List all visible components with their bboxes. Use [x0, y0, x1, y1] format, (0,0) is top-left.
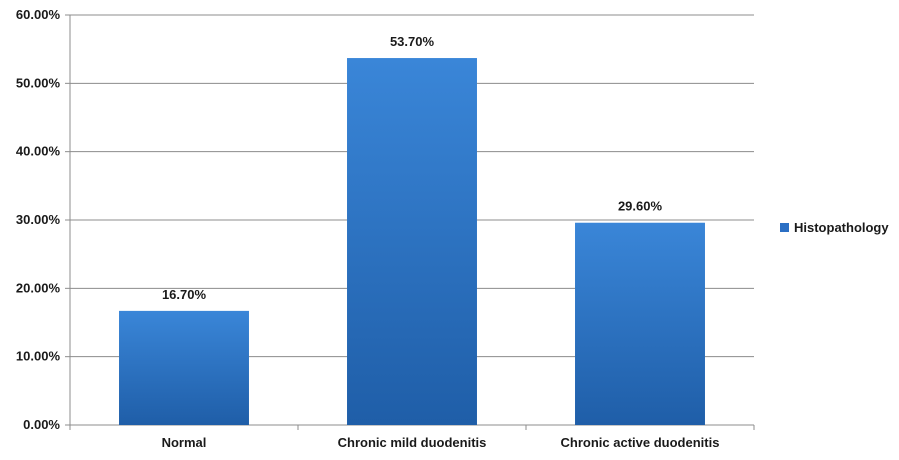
- y-tick-label: 0.00%: [23, 417, 60, 432]
- x-axis-labels: Normal Chronic mild duodenitis Chronic act…: [69, 425, 755, 450]
- x-category-label: Normal: [162, 435, 207, 450]
- y-tick-label: 20.00%: [16, 280, 61, 295]
- bar: [575, 222, 705, 425]
- x-category-label: Chronic active duodenitis: [561, 435, 720, 450]
- bar: [119, 310, 249, 425]
- y-tick-label: 50.00%: [16, 75, 61, 90]
- y-tick-label: 60.00%: [16, 7, 61, 22]
- legend: Histopathology: [780, 220, 889, 235]
- legend-swatch: [780, 223, 789, 232]
- bars: 16.70% 53.70% 29.60%: [119, 34, 705, 426]
- data-label: 53.70%: [390, 34, 435, 49]
- y-tick-label: 30.00%: [16, 212, 61, 227]
- x-category-label: Chronic mild duodenitis: [338, 435, 487, 450]
- bar: [347, 58, 477, 426]
- legend-label: Histopathology: [794, 220, 889, 235]
- y-tick-label: 10.00%: [16, 349, 61, 364]
- y-tick-label: 40.00%: [16, 144, 61, 159]
- data-label: 16.70%: [162, 287, 207, 302]
- data-label: 29.60%: [618, 199, 663, 214]
